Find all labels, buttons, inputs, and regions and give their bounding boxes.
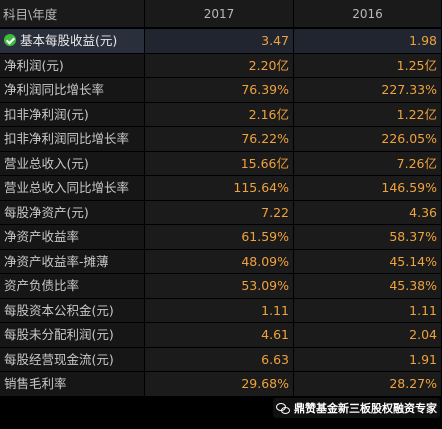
value-2016: 1.98 [294,29,442,54]
value-2016: 45.14% [294,249,442,274]
value-2017: 7.22 [145,200,294,225]
value-2016: 45.38% [294,274,442,299]
value-2016: 146.59% [294,176,442,201]
row-label[interactable]: 净资产收益率 [0,225,145,250]
row-label[interactable]: 净利润同比增长率 [0,78,145,103]
value-2017: 76.39% [145,78,294,103]
value-2016: 58.37% [294,225,442,250]
watermark: 鼎赞基金新三板股权融资专家 [273,398,440,418]
value-2016: 28.27% [294,372,442,397]
watermark-text: 鼎赞基金新三板股权融资专家 [294,402,437,415]
row-label[interactable]: 销售毛利率 [0,372,145,397]
check-icon [4,34,16,46]
row-label: 基本每股收益(元) [20,33,118,48]
value-2017: 76.22% [145,127,294,152]
value-2016: 227.33% [294,78,442,103]
row-label[interactable]: 每股资本公积金(元) [0,298,145,323]
header-year-2016[interactable]: 2016 [294,0,442,29]
value-2017: 15.66亿 [145,151,294,176]
value-2017: 2.20亿 [145,53,294,78]
value-2017: 3.47 [145,29,294,54]
value-2017: 2.16亿 [145,102,294,127]
value-2017: 61.59% [145,225,294,250]
value-2016: 7.26亿 [294,151,442,176]
row-label[interactable]: 扣非净利润同比增长率 [0,127,145,152]
value-2016: 1.11 [294,298,442,323]
row-label-cell[interactable]: 基本每股收益(元) [0,29,145,54]
value-2017: 6.63 [145,347,294,372]
value-2017: 29.68% [145,372,294,397]
row-label[interactable]: 净利润(元) [0,53,145,78]
financial-table: 科目\年度 2017 2016 基本每股收益(元) 3.47 1.98 净利润(… [0,0,442,397]
row-label[interactable]: 营业总收入同比增长率 [0,176,145,201]
header-year-2017[interactable]: 2017 [145,0,294,29]
row-label[interactable]: 扣非净利润(元) [0,102,145,127]
value-2016: 4.36 [294,200,442,225]
row-label[interactable]: 每股净资产(元) [0,200,145,225]
value-2016: 1.91 [294,347,442,372]
row-label[interactable]: 每股经营现金流(元) [0,347,145,372]
value-2017: 48.09% [145,249,294,274]
wechat-icon [276,402,290,414]
value-2016: 1.25亿 [294,53,442,78]
value-2017: 4.61 [145,323,294,348]
value-2017: 1.11 [145,298,294,323]
header-label: 科目\年度 [0,0,145,29]
value-2017: 115.64% [145,176,294,201]
row-label[interactable]: 每股未分配利润(元) [0,323,145,348]
value-2016: 2.04 [294,323,442,348]
row-label[interactable]: 资产负债比率 [0,274,145,299]
row-label[interactable]: 营业总收入(元) [0,151,145,176]
value-2017: 53.09% [145,274,294,299]
value-2016: 226.05% [294,127,442,152]
value-2016: 1.22亿 [294,102,442,127]
row-label[interactable]: 净资产收益率-摊薄 [0,249,145,274]
